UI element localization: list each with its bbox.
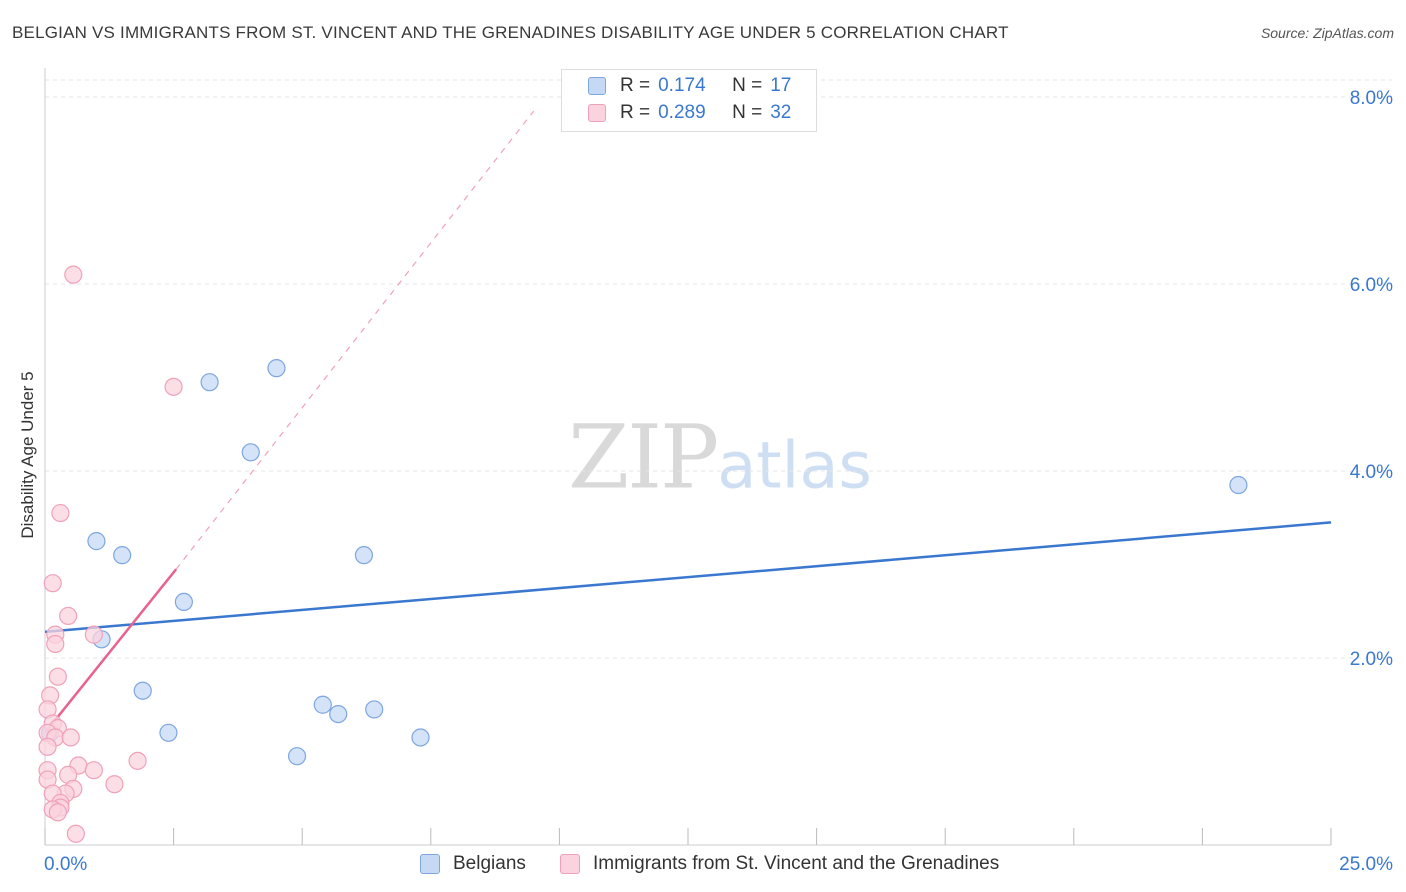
chart-title: BELGIAN VS IMMIGRANTS FROM ST. VINCENT A…	[12, 23, 1009, 42]
belgians-point	[87, 532, 106, 551]
belgians-point	[133, 681, 152, 700]
immigrants-swatch	[588, 104, 606, 122]
immigrants-point	[84, 761, 103, 780]
legend-label-belgians: Belgians	[453, 853, 526, 874]
immigrants-swatch	[560, 854, 580, 874]
belgians-point	[200, 373, 219, 392]
belgians-point	[1229, 475, 1248, 495]
data-points	[38, 265, 1248, 843]
chart-source: Source: ZipAtlas.com	[1260, 25, 1394, 41]
n-value: 32	[770, 102, 792, 123]
immigrants-point	[61, 728, 80, 747]
stats-legend: R = 0.174 N = 17 R = 0.289 N = 32	[561, 69, 817, 132]
belgians-point	[365, 700, 384, 719]
legend-item-immigrants[interactable]: Immigrants from St. Vincent and the Gren…	[560, 851, 999, 877]
immigrants-point	[43, 574, 62, 593]
belgians-point	[174, 592, 193, 612]
belgians-point	[411, 728, 430, 747]
immigrants-point	[48, 667, 67, 686]
stats-legend-row-belgians: R = 0.174 N = 17	[588, 74, 791, 98]
belgians-point	[329, 704, 348, 724]
tick-labels: 2.0% 4.0% 6.0% 8.0% 0.0% 25.0%	[44, 88, 1393, 875]
belgians-point	[354, 546, 374, 565]
stats-legend-row-immigrants: R = 0.289 N = 32	[588, 101, 791, 125]
immigrants-point	[128, 751, 147, 770]
axes	[44, 68, 1332, 846]
y-axis-label: Disability Age Under 5	[18, 371, 37, 539]
immigrants-point	[48, 803, 67, 822]
belgians-point	[113, 546, 132, 565]
trend-lines	[44, 110, 1332, 734]
immigrants-point	[84, 625, 103, 644]
belgians-swatch	[588, 77, 606, 95]
r-value: 0.174	[658, 75, 706, 96]
n-value: 17	[770, 75, 792, 96]
immigrants-trend-extension	[175, 110, 535, 570]
belgians-point	[241, 443, 260, 462]
y-tick-label: 8.0%	[1350, 88, 1393, 109]
immigrants-point	[64, 265, 83, 284]
y-tick-label: 4.0%	[1350, 462, 1393, 483]
immigrants-point	[105, 775, 124, 794]
watermark: ZIPatlas	[568, 406, 872, 509]
immigrants-trend-line	[44, 568, 178, 734]
belgians-trend-line	[44, 521, 1332, 634]
belgians-point	[267, 359, 286, 378]
r-value: 0.289	[658, 102, 706, 123]
legend-item-belgians[interactable]: Belgians	[420, 851, 526, 877]
r-label: R =	[620, 102, 651, 123]
x-tick-label-max: 25.0%	[1339, 854, 1393, 875]
belgians-swatch	[420, 854, 440, 874]
immigrants-point	[38, 737, 57, 756]
x-tick-label-min: 0.0%	[44, 854, 87, 875]
watermark-atlas: atlas	[717, 429, 872, 504]
immigrants-point	[164, 377, 183, 396]
y-tick-label: 6.0%	[1350, 275, 1393, 296]
immigrants-point	[66, 824, 85, 843]
r-label: R =	[620, 75, 651, 96]
immigrants-point	[46, 634, 65, 654]
n-label: N =	[732, 102, 763, 123]
belgians-point	[159, 723, 178, 742]
immigrants-point	[59, 606, 78, 626]
belgians-point	[313, 695, 332, 714]
immigrants-point	[51, 503, 70, 523]
belgians-point	[287, 747, 307, 766]
watermark-zip: ZIP	[568, 405, 719, 509]
grid-lines	[45, 79, 1392, 659]
legend-label-immigrants: Immigrants from St. Vincent and the Gren…	[593, 853, 1000, 874]
n-label: N =	[732, 75, 763, 96]
y-tick-label: 2.0%	[1350, 649, 1393, 670]
